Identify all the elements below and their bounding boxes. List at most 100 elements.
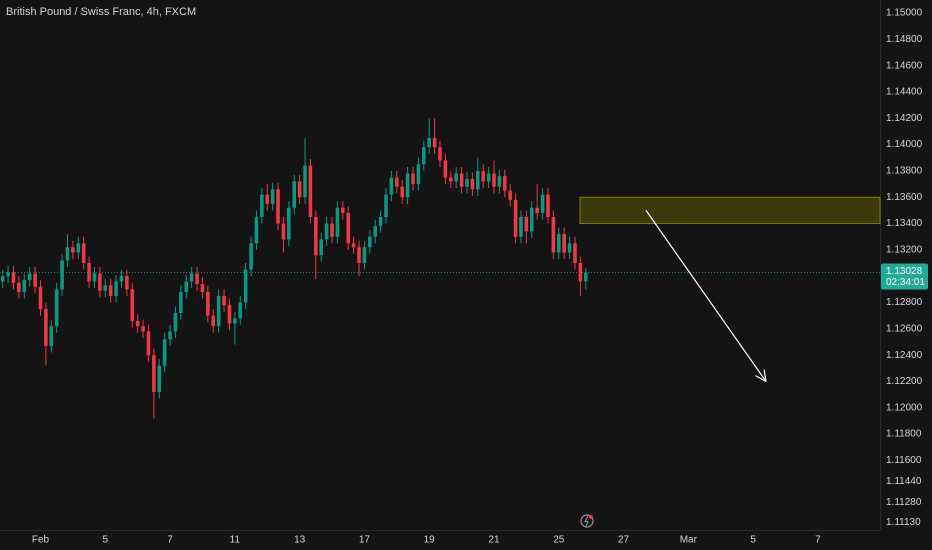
- candle-body: [454, 173, 458, 182]
- candle-body: [427, 138, 432, 148]
- candle-body: [443, 160, 448, 178]
- candle-body: [346, 213, 351, 244]
- y-tick-label: 1.11600: [886, 455, 922, 466]
- candle-body: [492, 173, 496, 187]
- last-price-label: 1.13028: [886, 266, 923, 277]
- candle-body: [573, 243, 577, 264]
- candle-body: [519, 216, 523, 237]
- candle-body: [556, 234, 561, 253]
- candle-body: [281, 223, 286, 240]
- y-tick-label: 1.12400: [886, 350, 923, 361]
- candle-body: [335, 207, 340, 237]
- candle-body: [254, 216, 259, 244]
- candle-body: [44, 309, 48, 346]
- x-tick-label: 17: [359, 535, 371, 546]
- candle-body: [152, 355, 156, 392]
- candle-body: [438, 147, 442, 161]
- candle-body: [357, 247, 361, 264]
- x-tick-label: 21: [488, 535, 500, 546]
- y-tick-label: 1.14800: [886, 34, 923, 45]
- candle-body: [497, 176, 502, 187]
- candle-body: [87, 263, 91, 282]
- candle-body: [81, 243, 86, 264]
- candle-body: [243, 269, 248, 303]
- candle-body: [227, 305, 232, 324]
- arrow-line: [645, 210, 767, 382]
- x-tick-label: Mar: [680, 535, 698, 546]
- candle-body: [411, 173, 415, 185]
- candle-body: [114, 281, 118, 296]
- supply-zone: [579, 196, 881, 225]
- candle-body: [513, 199, 518, 237]
- x-tick-label: 7: [815, 535, 821, 546]
- candle-body: [249, 243, 253, 270]
- candle-body: [292, 181, 297, 208]
- icon-dot[interactable]: [589, 515, 593, 519]
- candle-body: [211, 315, 216, 327]
- candle-body: [432, 138, 437, 148]
- x-tick-label: 13: [294, 535, 306, 546]
- candle-body: [0, 276, 5, 282]
- x-tick-label: 5: [102, 535, 108, 546]
- candle-body: [76, 243, 81, 253]
- x-tick-label: 25: [553, 535, 565, 546]
- candle-body: [486, 173, 491, 182]
- x-tick-label: Feb: [32, 535, 50, 546]
- candle-body: [341, 207, 345, 214]
- y-tick-label: 1.13400: [886, 218, 923, 229]
- y-tick-label: 1.15000: [886, 8, 923, 19]
- last-price-box: [881, 263, 928, 290]
- x-tick-label: 11: [230, 535, 241, 546]
- y-tick-label: 1.13600: [886, 192, 923, 203]
- candle-body: [65, 247, 70, 261]
- candle-body: [395, 177, 399, 187]
- candle-body: [303, 165, 307, 198]
- candle-body: [389, 177, 394, 195]
- candle-body: [125, 276, 129, 290]
- candle-body: [179, 291, 183, 314]
- candle-body: [524, 216, 529, 232]
- y-tick-label: 1.11800: [886, 429, 922, 440]
- replay-icon[interactable]: [580, 514, 594, 528]
- candle-body: [168, 331, 172, 340]
- candle-body: [103, 285, 108, 291]
- candle-body: [481, 170, 485, 182]
- candle-body: [373, 226, 378, 237]
- candle-body: [459, 173, 464, 187]
- icon-circle[interactable]: [580, 514, 594, 528]
- candle-body: [157, 365, 162, 392]
- candle-body: [276, 189, 280, 224]
- candle-body: [260, 194, 264, 217]
- candle-body: [308, 165, 313, 217]
- candle-body: [162, 339, 167, 366]
- candle-body: [130, 289, 135, 321]
- candle-body: [206, 291, 210, 316]
- x-tick-label: 7: [167, 535, 173, 546]
- candle-body: [146, 331, 151, 356]
- y-tick-label: 1.11280: [886, 497, 922, 508]
- y-tick-label: 1.13800: [886, 166, 923, 177]
- candle-body: [17, 282, 21, 292]
- candle-body: [287, 207, 291, 240]
- candle-body: [368, 236, 372, 248]
- candle-body: [351, 243, 356, 248]
- icon-bolt[interactable]: [584, 515, 589, 527]
- x-tick-label: 19: [424, 535, 436, 546]
- candle-body: [529, 207, 534, 232]
- candle-body: [535, 207, 539, 214]
- candle-body: [195, 273, 199, 285]
- candle-body: [416, 164, 421, 185]
- candle-body: [551, 216, 556, 253]
- y-tick-label: 1.12200: [886, 376, 923, 387]
- x-tick-label: 27: [618, 535, 630, 546]
- candle-body: [27, 273, 32, 281]
- candle-body: [508, 190, 512, 200]
- candle-body: [270, 189, 275, 204]
- candle-body: [119, 276, 124, 282]
- candle-body: [502, 176, 507, 191]
- candle-body: [314, 216, 318, 256]
- candle-body: [98, 273, 102, 291]
